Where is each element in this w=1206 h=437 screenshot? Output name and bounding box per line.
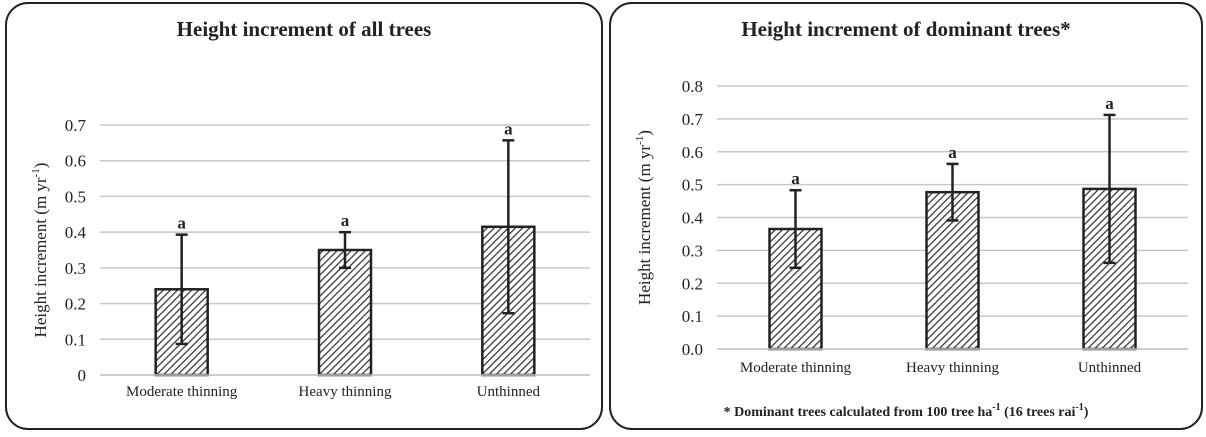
y-tick-label: 0.7 bbox=[682, 110, 704, 129]
y-tick-label: 0.6 bbox=[65, 152, 86, 171]
y-axis-label-text: ) bbox=[635, 130, 654, 136]
x-tick-label: Moderate thinning bbox=[126, 384, 238, 400]
y-tick-label: 0.4 bbox=[65, 223, 87, 242]
y-axis-label-sup: -1 bbox=[30, 168, 42, 177]
y-tick-label: 0.4 bbox=[682, 209, 704, 228]
x-tick-label: Heavy thinning bbox=[299, 384, 392, 400]
x-tick-label: Unthinned bbox=[1078, 360, 1142, 376]
y-tick-label: 0.3 bbox=[682, 241, 703, 260]
y-tick-label: 0.5 bbox=[682, 176, 703, 195]
footnote-text: ) bbox=[1084, 405, 1089, 420]
y-tick-label: 0.1 bbox=[65, 330, 86, 349]
footnote: * Dominant trees calculated from 100 tre… bbox=[724, 402, 1089, 420]
chart-title: Height increment of dominant trees* bbox=[741, 17, 1070, 41]
footnote-text: * Dominant trees calculated from 100 tre… bbox=[724, 405, 993, 420]
x-tick-label: Moderate thinning bbox=[740, 360, 852, 376]
panel-border bbox=[5, 2, 603, 430]
y-axis-label-text: ) bbox=[31, 163, 50, 169]
significance-label: a bbox=[948, 143, 957, 162]
x-tick-label: Unthinned bbox=[477, 384, 541, 400]
y-tick-label: 0.2 bbox=[65, 295, 86, 314]
significance-label: a bbox=[341, 211, 350, 230]
y-axis-label-text: Height increment (m yr bbox=[31, 177, 50, 337]
y-tick-label: 0.0 bbox=[682, 340, 703, 359]
footnote-sup: -1 bbox=[1075, 402, 1083, 413]
significance-label: a bbox=[504, 119, 513, 138]
y-tick-label: 0.2 bbox=[682, 274, 703, 293]
y-axis-label-sup: -1 bbox=[634, 136, 646, 145]
chart-title: Height increment of all trees bbox=[177, 17, 432, 41]
x-tick-label: Heavy thinning bbox=[906, 360, 999, 376]
y-tick-label: 0.8 bbox=[682, 77, 703, 96]
y-tick-label: 0 bbox=[78, 366, 87, 385]
y-tick-label: 0.6 bbox=[682, 143, 703, 162]
significance-label: a bbox=[177, 214, 186, 233]
footnote-text: (16 trees rai bbox=[1001, 405, 1076, 420]
footnote-sup: -1 bbox=[992, 402, 1000, 413]
y-tick-label: 0.3 bbox=[65, 259, 86, 278]
y-tick-label: 0.7 bbox=[65, 116, 87, 135]
y-axis-label-text: Height increment (m yr bbox=[635, 145, 654, 305]
significance-label: a bbox=[1105, 94, 1114, 113]
significance-label: a bbox=[791, 169, 800, 188]
y-tick-label: 0.1 bbox=[682, 307, 703, 326]
y-tick-label: 0.5 bbox=[65, 187, 86, 206]
panel-border bbox=[609, 2, 1203, 430]
y-axis-label: Height increment (m yr-1) bbox=[634, 130, 654, 305]
y-axis-label: Height increment (m yr-1) bbox=[30, 163, 50, 338]
